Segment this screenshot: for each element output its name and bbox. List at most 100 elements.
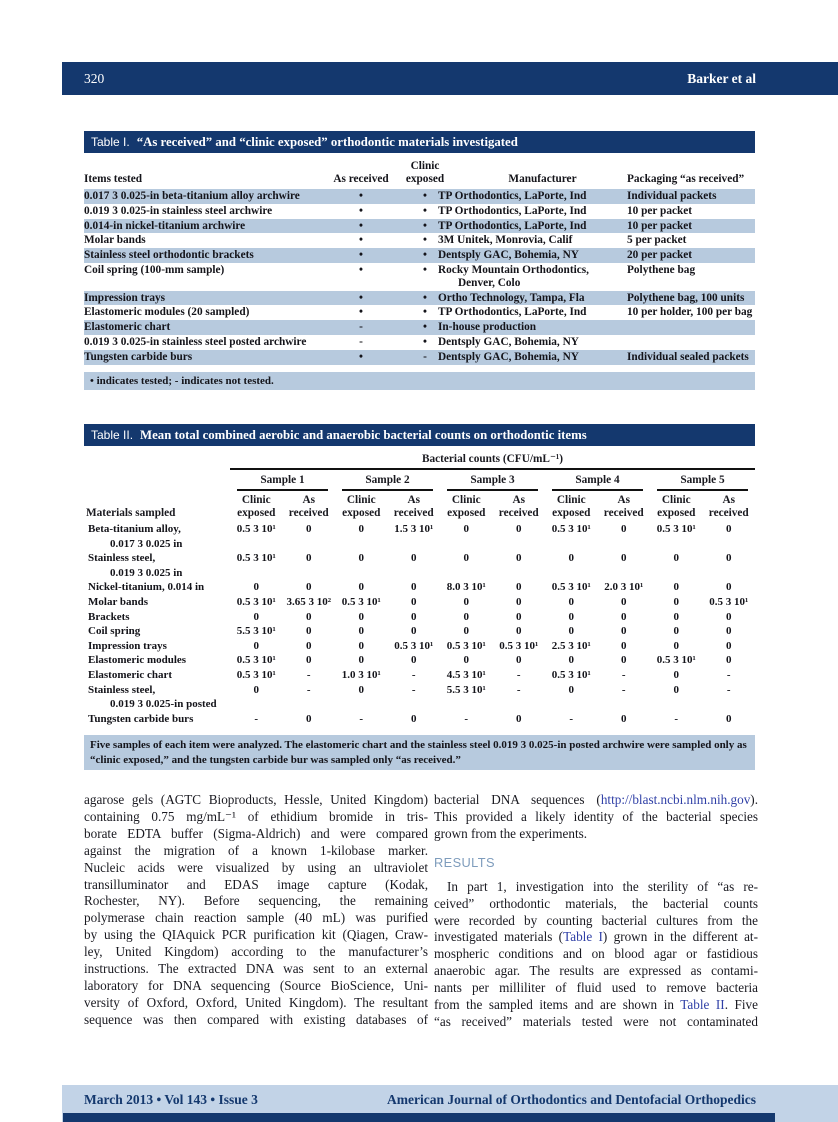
material-name: Elastomeric modules <box>88 654 187 667</box>
count-cell: 0.5 3 10¹ <box>341 595 381 608</box>
bacterial-counts-spanner: Bacterial counts (CFU/mL⁻¹) <box>421 453 564 465</box>
link[interactable]: Table I <box>563 929 603 945</box>
packaging-cell <box>627 320 755 335</box>
as-received-cell: - <box>359 321 363 334</box>
col-clinic-exposed: Clinic exposed <box>657 494 696 519</box>
count-cell: 0 <box>358 639 365 652</box>
sample-header-row: Sample 1 Sample 2 Sample 3 Sample 4 Sample 5 <box>84 470 755 491</box>
text-line: polymerase chain reaction sample (40 mL)… <box>84 910 428 926</box>
material-cell: Coil spring <box>84 624 230 639</box>
text-line: mospheric conditions and on blood agar o… <box>434 946 758 962</box>
count-cell: 0.5 3 10¹ <box>236 668 276 681</box>
col-packaging: Packaging “as received” <box>627 173 745 185</box>
count-cell: 0 <box>358 683 365 696</box>
count-cell: 0.5 3 10¹ <box>394 639 434 652</box>
table-row: Molar bands 0.5 3 10¹ 3.65 3 10² 0.5 3 10¹ 0… <box>84 595 755 610</box>
table-row: Stainless steel, 0.019 3 0.025-in posted 0… <box>84 683 755 712</box>
material-name-cont: 0.019 3 0.025 in <box>110 566 183 579</box>
link[interactable]: Table II <box>680 997 725 1013</box>
text-line: agarose gels (AGTC Bioproducts, Hessle, … <box>84 792 428 807</box>
issue-info: March 2013 • Vol 143 • Issue 3 <box>84 1092 258 1107</box>
link[interactable]: http://blast.ncbi.nlm.nih.gov <box>600 792 751 807</box>
material-name: Tungsten carbide burs <box>88 712 194 725</box>
count-cell: - <box>516 668 521 681</box>
count-cell: - <box>254 712 259 725</box>
table-row: Elastomeric modules 0.5 3 10¹ 0 0 0 0 0 0 0 0.5 3… <box>84 653 755 668</box>
packaging-cell: 10 per packet <box>627 219 693 232</box>
clinic-exposed-cell: • <box>423 219 427 232</box>
count-cell: 0 <box>463 595 470 608</box>
count-cell: 3.65 3 10² <box>286 595 332 608</box>
item-cell: Molar bands <box>84 234 146 247</box>
count-cell: 0 <box>253 639 260 652</box>
text-line: borate EDTA buffer (Sigma-Aldrich) and w… <box>84 825 428 841</box>
count-cell: 0 <box>621 552 627 565</box>
count-cell: 0 <box>673 683 680 696</box>
item-cell: 0.019 3 0.025-in stainless steel posted … <box>84 335 307 348</box>
as-received-cell: • <box>359 204 363 217</box>
count-cell: 0 <box>621 654 627 667</box>
paragraph: bacterial DNA sequences (http://blast.nc… <box>434 792 758 843</box>
count-cell: 0 <box>463 610 470 623</box>
count-cell: 0 <box>516 654 522 667</box>
material-cell: Molar bands <box>84 595 230 610</box>
col-clinic-exposed: Clinic exposed <box>237 494 276 519</box>
table-1-title: “As received” and “clinic exposed” ortho… <box>136 134 518 149</box>
text-line: transilluminator and EDAS image capture … <box>84 876 428 892</box>
text-line: sequence was then compared with existing… <box>84 1011 428 1027</box>
count-cell: - <box>306 668 311 681</box>
sample-header: Sample 3 <box>447 470 538 491</box>
item-cell: 0.014-in nickel-titanium archwire <box>84 219 246 232</box>
table-row: Coil spring (100-mm sample) • • Rocky Mount… <box>84 263 755 291</box>
material-cell: Impression trays <box>84 639 230 654</box>
table-row: Stainless steel orthodontic brackets • • De… <box>84 248 755 263</box>
text-line: This provided a likely identity of the b… <box>434 808 758 824</box>
count-cell: - <box>464 712 469 725</box>
manufacturer-cell: TP Orthodontics, LaPorte, Ind <box>438 219 587 232</box>
material-name: Elastomeric chart <box>88 668 172 681</box>
material-name: Brackets <box>88 610 130 623</box>
count-cell: 0 <box>726 552 732 565</box>
count-cell: 0 <box>726 581 732 594</box>
count-cell: 0 <box>358 552 365 565</box>
col-as-received: As received <box>498 494 539 519</box>
count-cell: 0 <box>463 523 470 535</box>
material-name: Molar bands <box>88 595 149 608</box>
count-cell: - <box>411 668 416 681</box>
table-1-titlebar: Table I. “As received” and “clinic expos… <box>84 131 755 153</box>
count-cell: 0 <box>358 610 365 623</box>
item-cell: Coil spring (100-mm sample) <box>84 263 225 276</box>
table-row: Impression trays 0 0 0 0.5 3 10¹ 0.5 3 10¹ 0.5… <box>84 639 755 654</box>
packaging-cell: Individual packets <box>627 190 717 202</box>
packaging-cell: Polythene bag <box>627 263 696 276</box>
item-cell: Elastomeric modules (20 sampled) <box>84 306 250 319</box>
text-line: versity of Oxford, Oxford, United Kingdo… <box>84 994 428 1010</box>
clinic-exposed-cell: • <box>423 204 427 217</box>
count-cell: 0 <box>726 639 732 652</box>
clinic-exposed-cell: • <box>423 234 427 247</box>
paragraph: In part 1, investigation into the steril… <box>434 879 758 1031</box>
count-cell: - <box>726 683 731 696</box>
count-cell: 0.5 3 10¹ <box>236 595 276 608</box>
text-line: anaerobic agar. The results are expresse… <box>434 963 758 979</box>
as-received-cell: • <box>359 249 363 262</box>
body-right-column: bacterial DNA sequences (http://blast.nc… <box>434 792 758 1031</box>
count-cell: 0.5 3 10¹ <box>551 581 591 594</box>
count-cell: - <box>726 668 731 681</box>
col-as-received: As received <box>603 494 644 519</box>
count-cell: 1.0 3 10¹ <box>341 668 381 681</box>
count-cell: 0.5 3 10¹ <box>499 639 539 652</box>
packaging-cell: 10 per packet <box>627 204 693 217</box>
count-cell: 0 <box>726 610 732 623</box>
count-cell: 0.5 3 10¹ <box>446 639 486 652</box>
table-2-titlebar: Table II. Mean total combined aerobic an… <box>84 424 755 446</box>
sample-header: Sample 4 <box>552 470 643 491</box>
count-cell: 0 <box>358 625 365 638</box>
material-cell: Nickel-titanium, 0.014 in <box>84 580 230 595</box>
count-cell: 0 <box>621 610 627 623</box>
count-cell: 0 <box>673 610 680 623</box>
table-2-title: Mean total combined aerobic and anaerobi… <box>140 427 587 442</box>
table-2-body: Beta-titanium alloy, 0.017 3 0.025 in 0.5 … <box>84 522 755 726</box>
clinic-exposed-cell: • <box>423 335 427 348</box>
manufacturer-cell: 3M Unitek, Monrovia, Calif <box>438 234 573 247</box>
